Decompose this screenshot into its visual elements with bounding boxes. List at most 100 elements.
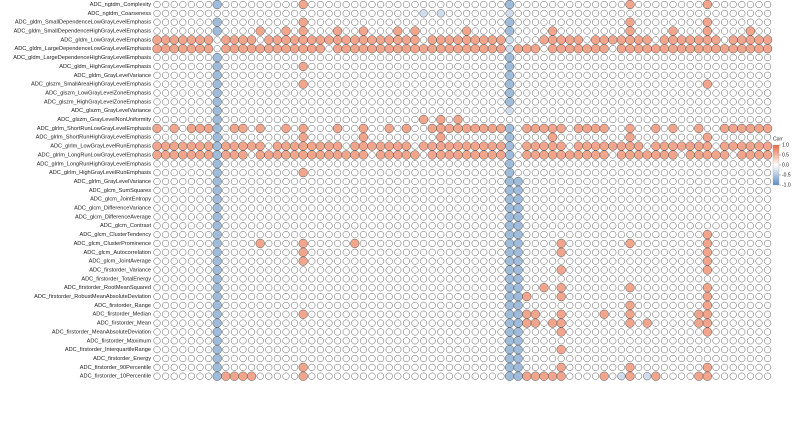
cell xyxy=(497,80,505,88)
cell xyxy=(248,133,256,141)
cell xyxy=(669,116,677,124)
cell xyxy=(384,141,394,151)
cell xyxy=(359,372,367,380)
cell xyxy=(635,133,643,141)
cell xyxy=(221,141,231,151)
cell xyxy=(402,160,410,168)
cell xyxy=(222,319,230,327)
cell xyxy=(316,89,324,97)
cell xyxy=(222,204,230,212)
cell xyxy=(678,372,686,380)
cell xyxy=(764,160,772,168)
cell xyxy=(463,62,471,70)
cell xyxy=(609,231,617,239)
row-label: ADC_glcm_ClusterTendency xyxy=(79,232,151,238)
cell xyxy=(523,9,531,17)
cell xyxy=(609,301,617,309)
cell xyxy=(230,284,238,292)
cell xyxy=(738,62,746,70)
cell xyxy=(212,0,222,10)
cell xyxy=(721,9,729,17)
cell xyxy=(694,150,704,160)
cell xyxy=(239,62,247,70)
cell xyxy=(480,71,488,79)
cell xyxy=(187,9,195,17)
cell xyxy=(359,116,367,124)
cell xyxy=(205,27,213,35)
cell xyxy=(513,185,523,195)
row-label: ADC_glrlm_GrayLevelVariance xyxy=(74,179,151,185)
cell xyxy=(669,372,677,380)
cell xyxy=(721,0,729,9)
cell xyxy=(368,337,376,345)
cell xyxy=(566,9,574,17)
cell xyxy=(162,80,170,88)
cell xyxy=(394,71,402,79)
cell xyxy=(513,291,523,302)
cell xyxy=(488,107,496,115)
cell xyxy=(678,337,686,345)
cell xyxy=(592,195,600,203)
cell xyxy=(703,89,711,97)
cell xyxy=(504,150,515,160)
cell xyxy=(248,266,256,274)
cell xyxy=(557,160,565,168)
cell xyxy=(307,141,317,151)
cell xyxy=(695,204,703,212)
cell xyxy=(463,116,471,124)
cell xyxy=(316,293,324,301)
cell xyxy=(635,116,643,124)
cell xyxy=(420,124,428,132)
cell xyxy=(523,204,531,212)
cell xyxy=(463,354,471,363)
cell xyxy=(153,89,161,97)
cell xyxy=(248,293,256,301)
cell xyxy=(523,363,531,371)
cell xyxy=(265,27,273,35)
cell xyxy=(385,239,393,247)
cell xyxy=(652,222,660,230)
cell xyxy=(764,319,772,327)
cell xyxy=(738,71,746,79)
cell xyxy=(660,293,668,301)
cell xyxy=(463,204,471,212)
cell xyxy=(549,160,557,168)
cell xyxy=(162,284,170,292)
cell xyxy=(729,54,737,62)
cell xyxy=(153,27,161,35)
cell xyxy=(609,248,617,256)
cell xyxy=(308,319,316,327)
cell xyxy=(669,54,677,62)
cell xyxy=(394,204,402,212)
cell xyxy=(721,116,729,124)
cell xyxy=(222,213,230,221)
cell xyxy=(504,61,515,72)
cell xyxy=(678,310,686,318)
cell xyxy=(377,301,385,309)
cell xyxy=(187,98,195,106)
cell xyxy=(282,354,290,363)
cell xyxy=(480,248,488,256)
cell xyxy=(633,35,644,45)
cell xyxy=(255,44,265,54)
cell xyxy=(324,150,334,160)
cell xyxy=(342,116,350,124)
cell xyxy=(764,62,772,70)
cell xyxy=(702,265,713,275)
cell xyxy=(316,0,324,9)
cell xyxy=(256,36,264,44)
cell xyxy=(222,124,230,132)
cell xyxy=(566,328,574,336)
cell xyxy=(652,266,660,274)
cell xyxy=(719,123,730,134)
cell xyxy=(574,80,582,88)
cell xyxy=(668,123,678,134)
cell xyxy=(160,141,171,151)
cell xyxy=(282,133,290,141)
cell xyxy=(504,194,515,204)
cell xyxy=(334,293,342,301)
cell xyxy=(196,107,204,115)
cell xyxy=(291,257,299,265)
cell xyxy=(351,98,359,106)
cell xyxy=(531,231,539,239)
